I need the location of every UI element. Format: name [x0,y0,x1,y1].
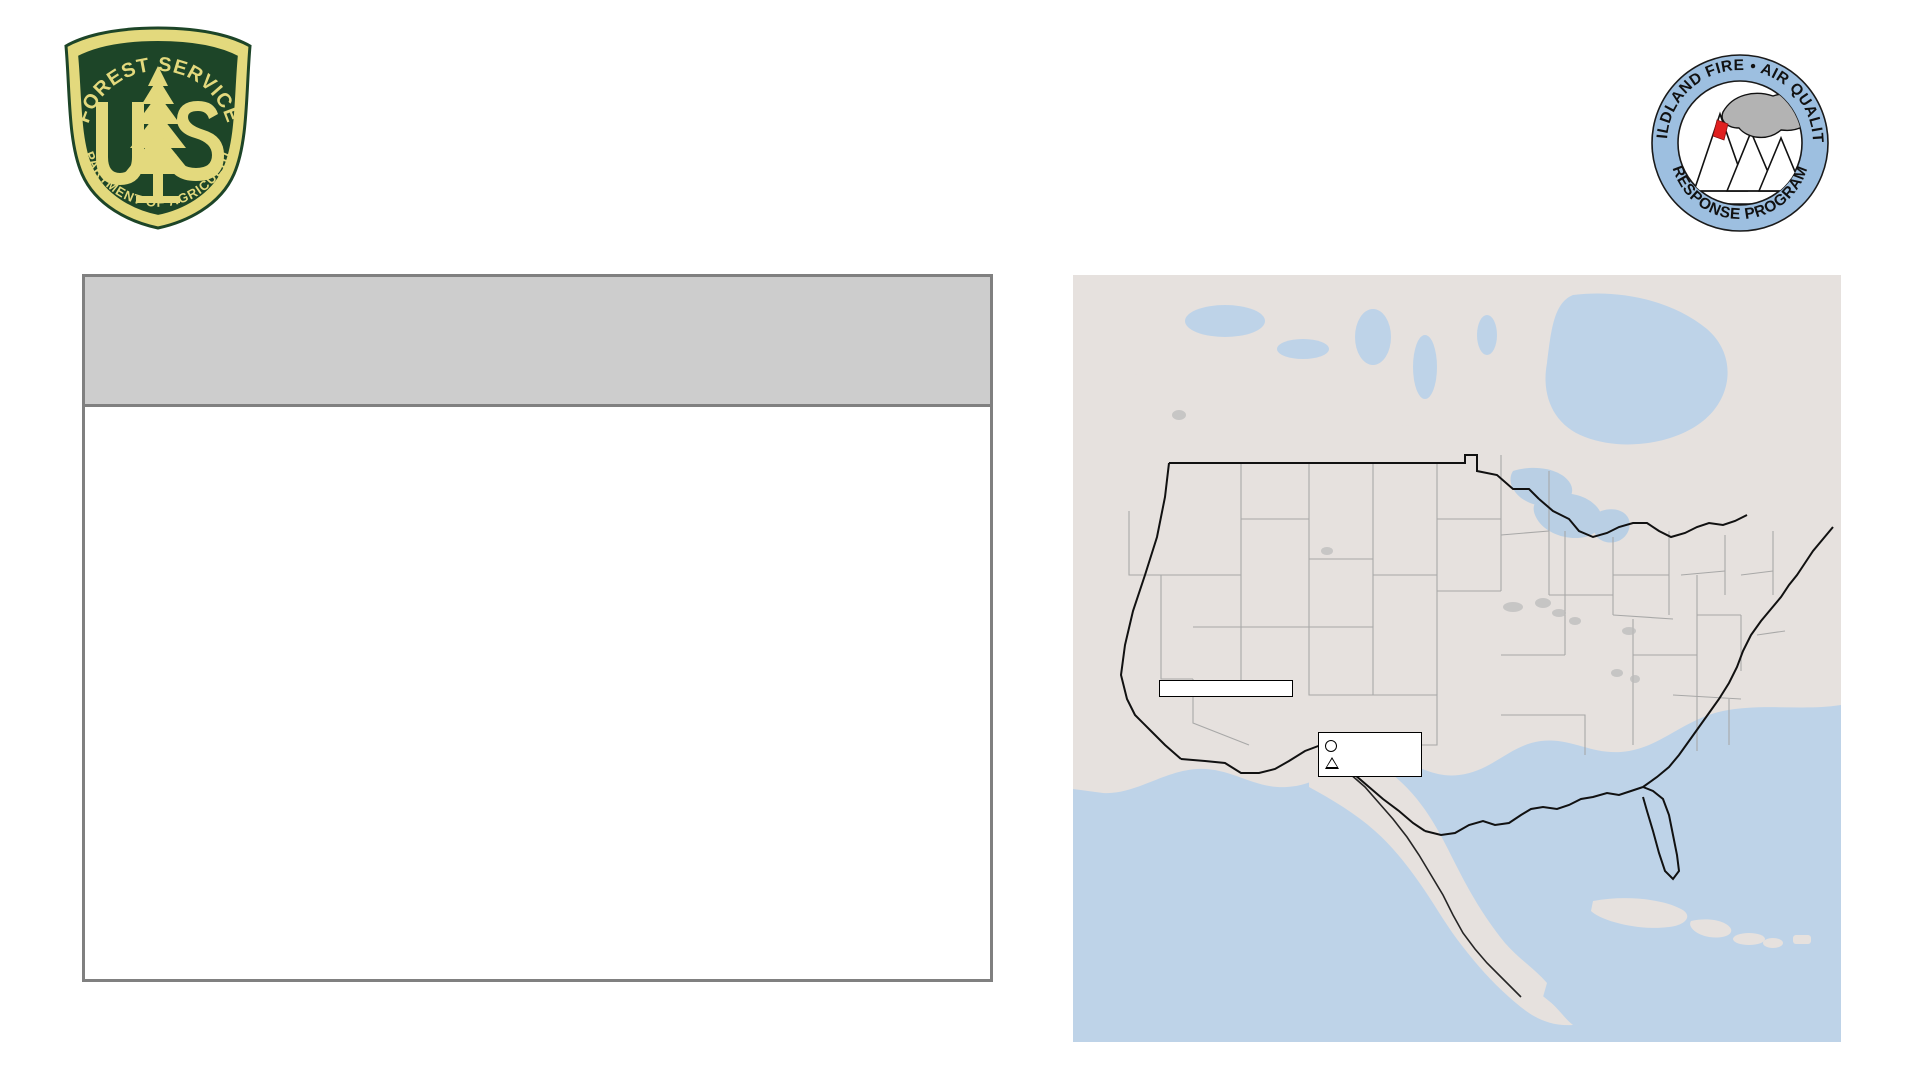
table-body [85,405,990,978]
usda-forest-service-logo: FOREST SERVICE DEPARTMENT OF AGRICULTURE [53,10,258,234]
temporary-monitor-icon [1325,739,1337,752]
column-header-state [605,277,791,407]
table-header-row [85,277,990,407]
wildland-fire-air-quality-logo: WILDLAND FIRE • AIR QUALITY RESPONSE PRO… [1643,41,1829,232]
legend-row-temporary [1325,737,1416,754]
column-header-pm-nowcast [790,277,990,407]
top-nowcast-table [82,274,993,982]
map-basemap [1073,275,1841,1042]
column-header-site [85,277,606,407]
monitor-type-legend [1318,732,1422,777]
air-quality-monitor-map[interactable] [1073,275,1841,1042]
legend-row-permanent [1325,754,1416,771]
aqi-legend [1159,680,1293,697]
permanent-monitor-icon [1325,756,1339,769]
